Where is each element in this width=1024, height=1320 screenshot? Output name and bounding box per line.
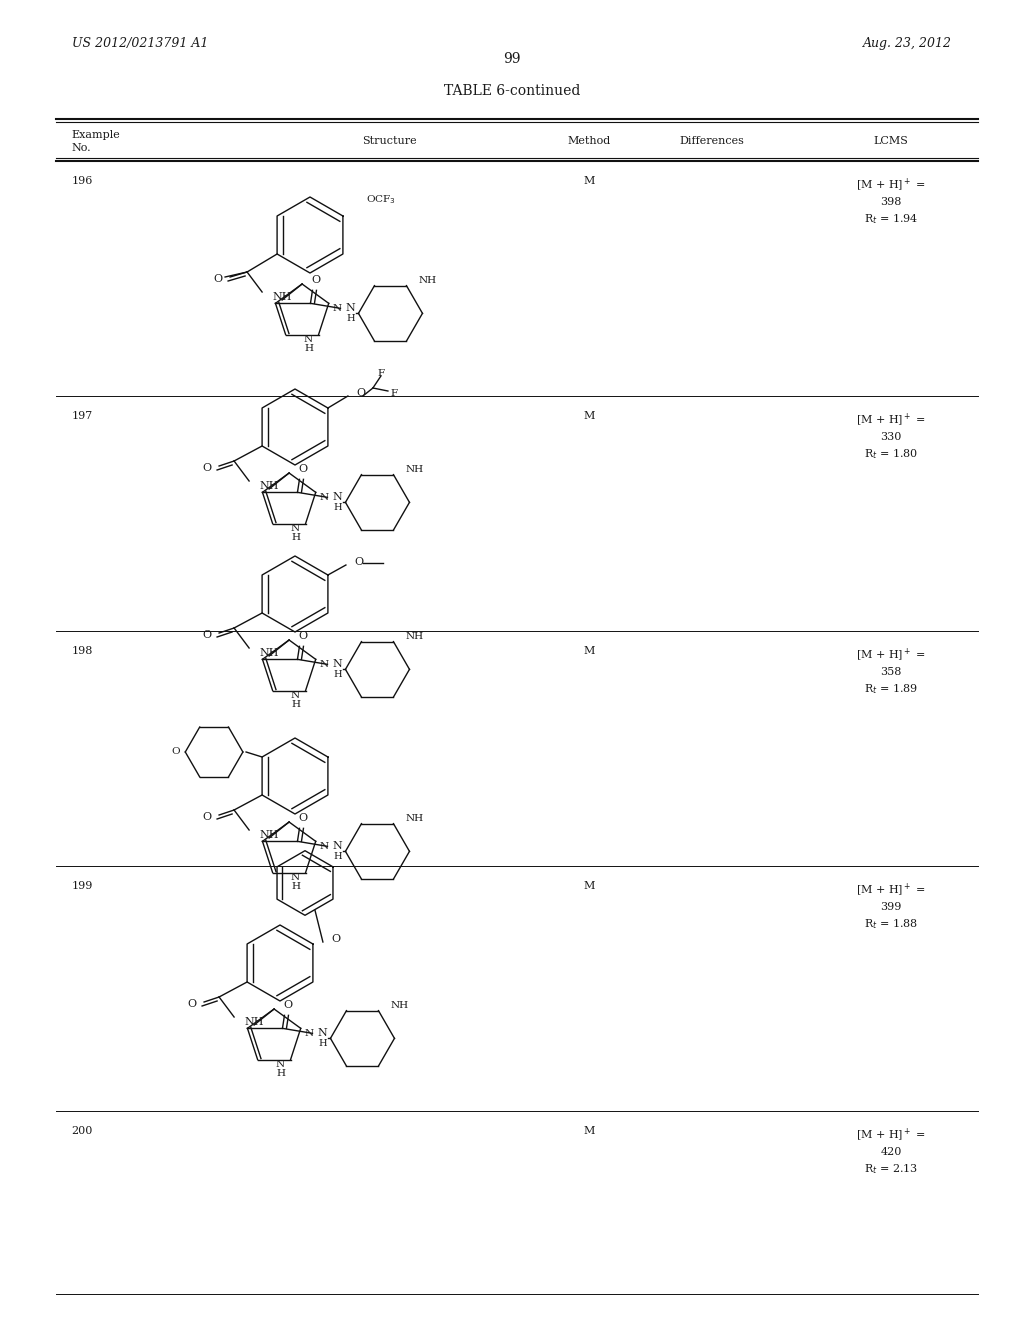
- Text: O: O: [214, 275, 222, 284]
- Text: N: N: [304, 335, 313, 345]
- Text: NH: NH: [406, 632, 424, 642]
- Text: O: O: [331, 935, 340, 944]
- Text: N: N: [345, 304, 355, 313]
- Text: O: O: [298, 813, 307, 824]
- Text: H: H: [291, 882, 300, 891]
- Text: N: N: [291, 524, 300, 533]
- Text: N: N: [332, 304, 341, 313]
- Text: O: O: [187, 999, 197, 1008]
- Text: M: M: [583, 1126, 595, 1137]
- Text: N: N: [319, 842, 329, 851]
- Text: Structure: Structure: [361, 136, 417, 147]
- Text: H: H: [276, 1069, 285, 1078]
- Text: H: H: [334, 851, 342, 861]
- Text: Method: Method: [567, 136, 610, 147]
- Text: N: N: [276, 1060, 285, 1069]
- Text: Example
No.: Example No.: [72, 129, 121, 153]
- Text: M: M: [583, 411, 595, 421]
- Text: NH: NH: [259, 648, 279, 657]
- Text: Differences: Differences: [679, 136, 744, 147]
- Text: OCF$_3$: OCF$_3$: [366, 193, 395, 206]
- Text: N: N: [317, 1028, 328, 1039]
- Text: F: F: [391, 388, 398, 397]
- Text: F: F: [378, 370, 385, 379]
- Text: 198: 198: [72, 645, 93, 656]
- Text: N: N: [333, 660, 342, 669]
- Text: O: O: [171, 747, 179, 756]
- Text: NH: NH: [259, 480, 279, 491]
- Text: 199: 199: [72, 880, 93, 891]
- Text: H: H: [318, 1039, 327, 1048]
- Text: M: M: [583, 176, 595, 186]
- Text: O: O: [203, 630, 212, 640]
- Text: O: O: [283, 1001, 292, 1010]
- Text: M: M: [583, 880, 595, 891]
- Text: NH: NH: [419, 276, 436, 285]
- Text: H: H: [346, 314, 355, 323]
- Text: N: N: [319, 660, 329, 669]
- Text: NH: NH: [259, 830, 279, 840]
- Text: NH: NH: [406, 814, 424, 824]
- Text: N: N: [319, 492, 329, 502]
- Text: O: O: [356, 388, 365, 399]
- Text: O: O: [298, 631, 307, 642]
- Text: O: O: [354, 557, 364, 568]
- Text: H: H: [291, 533, 300, 543]
- Text: US 2012/0213791 A1: US 2012/0213791 A1: [72, 37, 208, 50]
- Text: 197: 197: [72, 411, 93, 421]
- Text: H: H: [334, 669, 342, 678]
- Text: O: O: [203, 463, 212, 473]
- Text: H: H: [334, 503, 342, 512]
- Text: [M + H]$^+$ =
330
R$_t$ = 1.80: [M + H]$^+$ = 330 R$_t$ = 1.80: [856, 411, 926, 461]
- Text: Aug. 23, 2012: Aug. 23, 2012: [863, 37, 952, 50]
- Text: [M + H]$^+$ =
398
R$_t$ = 1.94: [M + H]$^+$ = 398 R$_t$ = 1.94: [856, 176, 926, 226]
- Text: N: N: [291, 692, 300, 700]
- Text: H: H: [291, 700, 300, 709]
- Text: [M + H]$^+$ =
399
R$_t$ = 1.88: [M + H]$^+$ = 399 R$_t$ = 1.88: [856, 880, 926, 931]
- Text: O: O: [203, 812, 212, 822]
- Text: LCMS: LCMS: [873, 136, 908, 147]
- Text: O: O: [298, 465, 307, 474]
- Text: N: N: [304, 1028, 313, 1038]
- Text: N: N: [291, 873, 300, 882]
- Text: N: N: [333, 841, 342, 851]
- Text: TABLE 6-continued: TABLE 6-continued: [443, 84, 581, 98]
- Text: NH: NH: [390, 1001, 409, 1010]
- Text: O: O: [311, 276, 321, 285]
- Text: NH: NH: [272, 292, 292, 302]
- Text: [M + H]$^+$ =
420
R$_t$ = 2.13: [M + H]$^+$ = 420 R$_t$ = 2.13: [856, 1126, 926, 1176]
- Text: 200: 200: [72, 1126, 93, 1137]
- Text: N: N: [333, 492, 342, 503]
- Text: NH: NH: [406, 465, 424, 474]
- Text: 196: 196: [72, 176, 93, 186]
- Text: [M + H]$^+$ =
358
R$_t$ = 1.89: [M + H]$^+$ = 358 R$_t$ = 1.89: [856, 645, 926, 696]
- Text: M: M: [583, 645, 595, 656]
- Text: H: H: [304, 345, 313, 354]
- Text: 99: 99: [503, 53, 521, 66]
- Text: NH: NH: [244, 1016, 263, 1027]
